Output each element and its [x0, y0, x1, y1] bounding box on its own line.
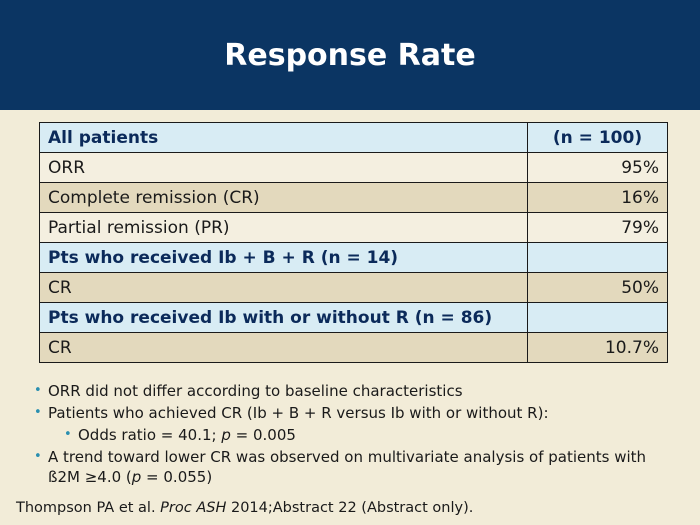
header-value: (n = 100): [527, 122, 668, 153]
note-text: = 0.055): [141, 468, 213, 486]
list-item: • Odds ratio = 40.1; p = 0.005: [30, 425, 670, 445]
p-symbol: p: [221, 426, 231, 444]
citation: Thompson PA et al. Proc ASH 2014;Abstrac…: [16, 500, 473, 516]
page-title: Response Rate: [224, 37, 476, 73]
section-label: Pts who received Ib + B + R (n = 14): [39, 242, 528, 273]
table-section-row: Pts who received Ib + B + R (n = 14): [39, 242, 668, 273]
table-row: Partial remission (PR) 79%: [39, 212, 668, 243]
table-row: CR 50%: [39, 272, 668, 303]
row-label: CR: [39, 272, 528, 303]
table-row: Complete remission (CR) 16%: [39, 182, 668, 213]
bullet-icon: •: [34, 405, 42, 420]
list-item: • Patients who achieved CR (Ib + B + R v…: [30, 403, 670, 423]
table-header-row: All patients (n = 100): [39, 122, 668, 153]
row-label: CR: [39, 332, 528, 363]
row-value: 79%: [527, 212, 668, 243]
note-text: Patients who achieved CR (Ib + B + R ver…: [48, 404, 549, 422]
notes-list: • ORR did not differ according to baseli…: [30, 381, 670, 489]
row-label: Partial remission (PR): [39, 212, 528, 243]
note-text: A trend toward lower CR was observed on …: [48, 448, 647, 486]
note-text: Odds ratio = 40.1;: [78, 426, 222, 444]
table-row: ORR 95%: [39, 152, 668, 183]
section-label: Pts who received Ib with or without R (n…: [39, 302, 528, 333]
note-text: = 0.005: [230, 426, 296, 444]
citation-authors: Thompson PA et al.: [16, 500, 161, 516]
citation-journal: Proc ASH: [160, 500, 227, 516]
row-value: 16%: [527, 182, 668, 213]
row-label: ORR: [39, 152, 528, 183]
bullet-icon: •: [34, 383, 42, 398]
bullet-icon: •: [34, 449, 42, 464]
row-value: [527, 302, 668, 333]
bullet-icon: •: [64, 427, 72, 442]
table-row: CR 10.7%: [39, 332, 668, 363]
note-text: ORR did not differ according to baseline…: [48, 382, 463, 400]
table-section-row: Pts who received Ib with or without R (n…: [39, 302, 668, 333]
title-banner: Response Rate: [0, 0, 700, 110]
p-symbol: p: [131, 468, 142, 486]
row-value: 50%: [527, 272, 668, 303]
list-item: • A trend toward lower CR was observed o…: [30, 447, 670, 487]
list-item: • ORR did not differ according to baseli…: [30, 381, 670, 401]
row-value: 10.7%: [527, 332, 668, 363]
response-table: All patients (n = 100) ORR 95% Complete …: [39, 122, 668, 363]
row-label: Complete remission (CR): [39, 182, 528, 213]
header-label: All patients: [39, 122, 528, 153]
row-value: 95%: [527, 152, 668, 183]
row-value: [527, 242, 668, 273]
citation-details: 2014;Abstract 22 (Abstract only).: [226, 500, 474, 516]
